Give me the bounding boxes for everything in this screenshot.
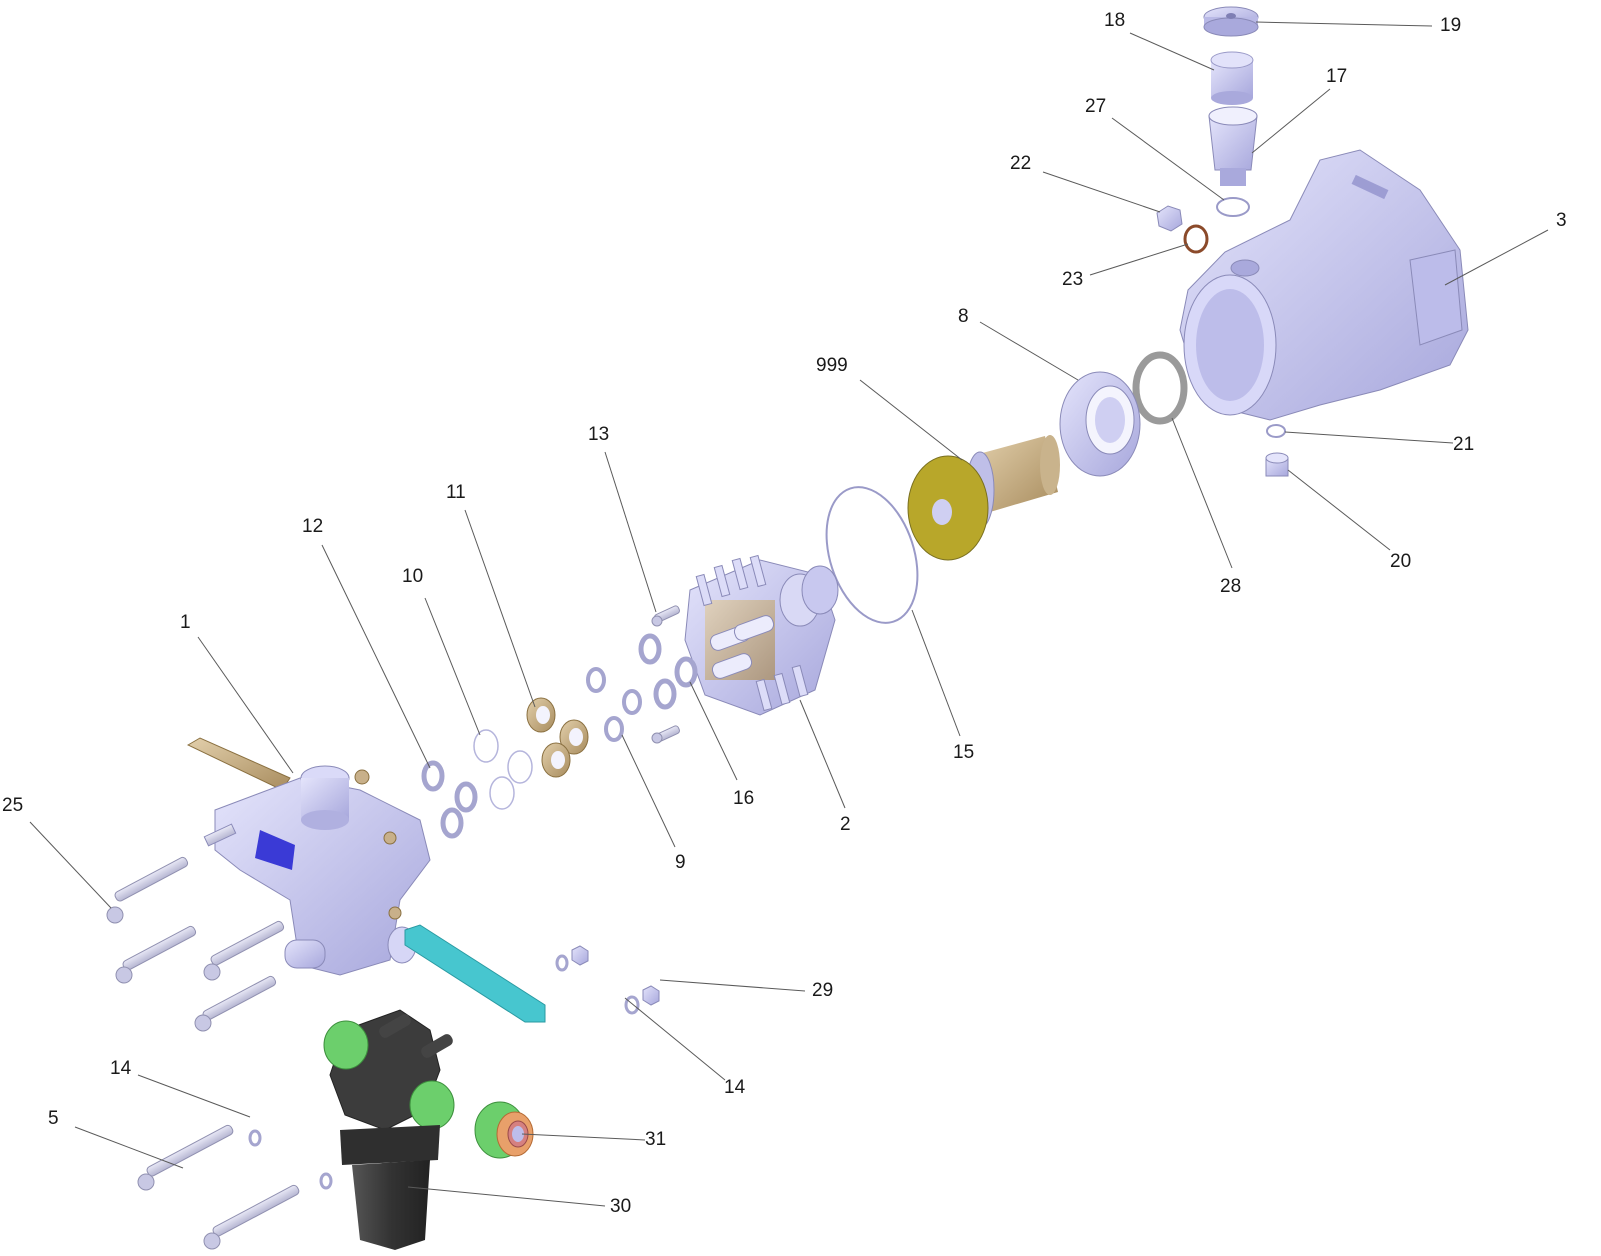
callout-21: 21 <box>1453 434 1474 455</box>
part-5-bolts <box>137 1124 300 1250</box>
part-30-filter <box>323 1009 455 1250</box>
part-29-nuts <box>571 945 660 1006</box>
part-14-washer-right <box>624 995 640 1015</box>
leader-15 <box>911 609 961 737</box>
leader-27 <box>1111 117 1225 201</box>
cyan-bracket <box>404 924 546 1023</box>
callout-29: 29 <box>812 980 833 1001</box>
leader-14b <box>624 997 726 1081</box>
part-15-oring <box>825 486 919 624</box>
callout-18: 18 <box>1104 10 1125 31</box>
callout-20: 20 <box>1390 551 1411 572</box>
part-16-washers <box>638 633 698 710</box>
callout-31: 31 <box>645 1129 666 1150</box>
callout-30: 30 <box>610 1196 631 1217</box>
part-14-washer-small <box>319 1172 333 1190</box>
leader-10 <box>424 597 481 736</box>
leader-28 <box>1171 417 1233 569</box>
leader-999 <box>859 379 963 461</box>
part-27-oring <box>1216 197 1250 217</box>
part-18-cylinder <box>1210 51 1254 105</box>
part-9-washers <box>586 667 642 742</box>
leader-16 <box>689 681 738 781</box>
leader-3 <box>1444 229 1549 286</box>
part-11-seals <box>526 697 589 778</box>
part-12-washers <box>421 760 478 839</box>
leader-18 <box>1129 32 1215 71</box>
callout-25: 25 <box>2 795 23 816</box>
leader-lines <box>29 21 1549 1207</box>
part-13-screws <box>651 605 680 744</box>
callout-27: 27 <box>1085 96 1106 117</box>
part-14-washer-mid <box>555 954 569 972</box>
part-1-pump-head <box>186 737 431 976</box>
callout-5: 5 <box>48 1108 59 1129</box>
callout-10: 10 <box>402 566 423 587</box>
part-14-washer-left <box>248 1129 262 1147</box>
callout-8: 8 <box>958 306 969 327</box>
callout-12: 12 <box>302 516 323 537</box>
leader-14a <box>137 1074 251 1118</box>
part-28-sealring <box>1132 351 1188 425</box>
leader-2 <box>799 699 846 809</box>
leader-12 <box>321 544 431 769</box>
callout-28: 28 <box>1220 576 1241 597</box>
part-3-housing <box>1179 149 1469 421</box>
leader-5 <box>74 1126 184 1169</box>
part-19-cap <box>1203 6 1259 37</box>
callout-3: 3 <box>1556 210 1567 231</box>
callout-16: 16 <box>733 788 754 809</box>
part-2-piston-assembly <box>684 554 839 716</box>
leader-21 <box>1284 431 1454 444</box>
leader-17 <box>1251 88 1331 154</box>
leader-25 <box>29 821 112 909</box>
callout-2: 2 <box>840 814 851 835</box>
leader-1 <box>197 636 294 774</box>
leader-13 <box>604 451 657 613</box>
callout-9: 9 <box>675 852 686 873</box>
leader-19 <box>1255 21 1433 27</box>
leader-9 <box>621 734 676 848</box>
callout-15: 15 <box>953 742 974 763</box>
part-23-ring <box>1183 224 1209 254</box>
part-10-orings <box>473 729 533 810</box>
callout-23: 23 <box>1062 269 1083 290</box>
leader-23 <box>1089 243 1189 276</box>
part-22-plug <box>1156 205 1183 232</box>
callout-999: 999 <box>816 355 848 376</box>
leader-31 <box>521 1133 646 1141</box>
callout-11: 11 <box>446 482 466 503</box>
parts-layer <box>106 6 1469 1250</box>
callout-labels: 1 2 3 5 8 9 10 11 12 13 14 14 15 16 17 1… <box>2 10 1567 1217</box>
callout-19: 19 <box>1440 15 1461 36</box>
part-20-plug <box>1265 452 1289 477</box>
callout-22: 22 <box>1010 153 1031 174</box>
leader-11 <box>464 509 536 708</box>
part-17-cup <box>1208 106 1258 186</box>
callout-17: 17 <box>1326 66 1347 87</box>
part-21-oring <box>1266 424 1286 438</box>
part-31-coupling <box>474 1101 534 1159</box>
callout-1: 1 <box>180 612 191 633</box>
leader-22 <box>1042 171 1161 213</box>
leader-20 <box>1287 469 1391 551</box>
callout-14a: 14 <box>110 1058 132 1079</box>
part-8-bearing <box>1059 371 1141 477</box>
part-25-bolts <box>106 856 285 1032</box>
callout-13: 13 <box>588 424 609 445</box>
part-999-wobble-plate <box>907 435 1060 561</box>
callout-14b: 14 <box>724 1077 746 1098</box>
leader-29 <box>659 979 806 992</box>
leader-8 <box>979 321 1079 381</box>
leader-30 <box>407 1186 606 1207</box>
